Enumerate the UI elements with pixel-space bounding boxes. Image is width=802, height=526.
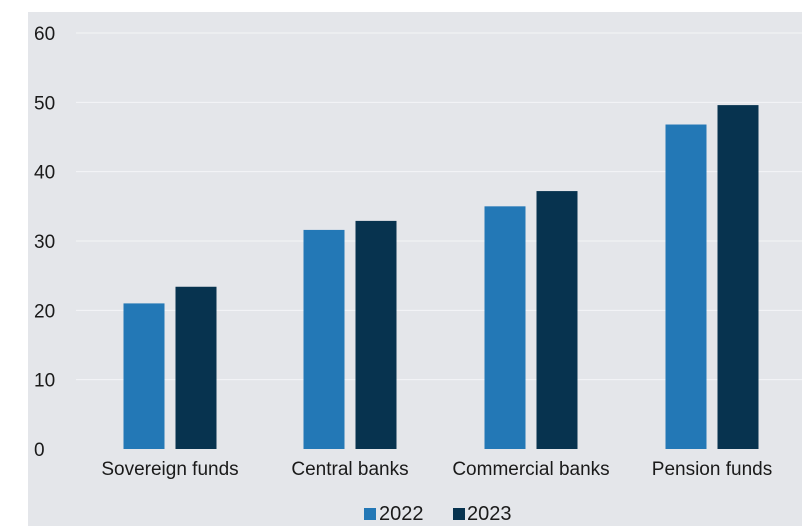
- bar-2022: [303, 229, 345, 449]
- y-tick-label: 0: [34, 440, 45, 461]
- bar-2023: [355, 220, 397, 449]
- y-tick-label: 40: [34, 163, 55, 184]
- x-category-label: Pension funds: [652, 459, 772, 480]
- legend-swatch-2023: [453, 508, 465, 520]
- bar-2022: [123, 303, 165, 449]
- bar-2023: [175, 286, 217, 449]
- bar-2023: [717, 105, 759, 450]
- x-category-label: Sovereign funds: [101, 459, 238, 480]
- y-tick-label: 10: [34, 371, 55, 392]
- bar-2022: [484, 206, 526, 449]
- legend-swatch-2022: [364, 508, 376, 520]
- x-category-label: Commercial banks: [452, 459, 609, 480]
- y-tick-label: 30: [34, 232, 55, 253]
- y-tick-label: 20: [34, 301, 55, 322]
- bar-2023: [536, 191, 578, 449]
- bar-2022: [665, 124, 707, 450]
- legend-label: 2022: [379, 503, 424, 525]
- y-tick-label: 60: [34, 24, 55, 45]
- legend-label: 2023: [467, 503, 512, 525]
- x-category-label: Central banks: [291, 459, 408, 480]
- y-tick-label: 50: [34, 93, 55, 114]
